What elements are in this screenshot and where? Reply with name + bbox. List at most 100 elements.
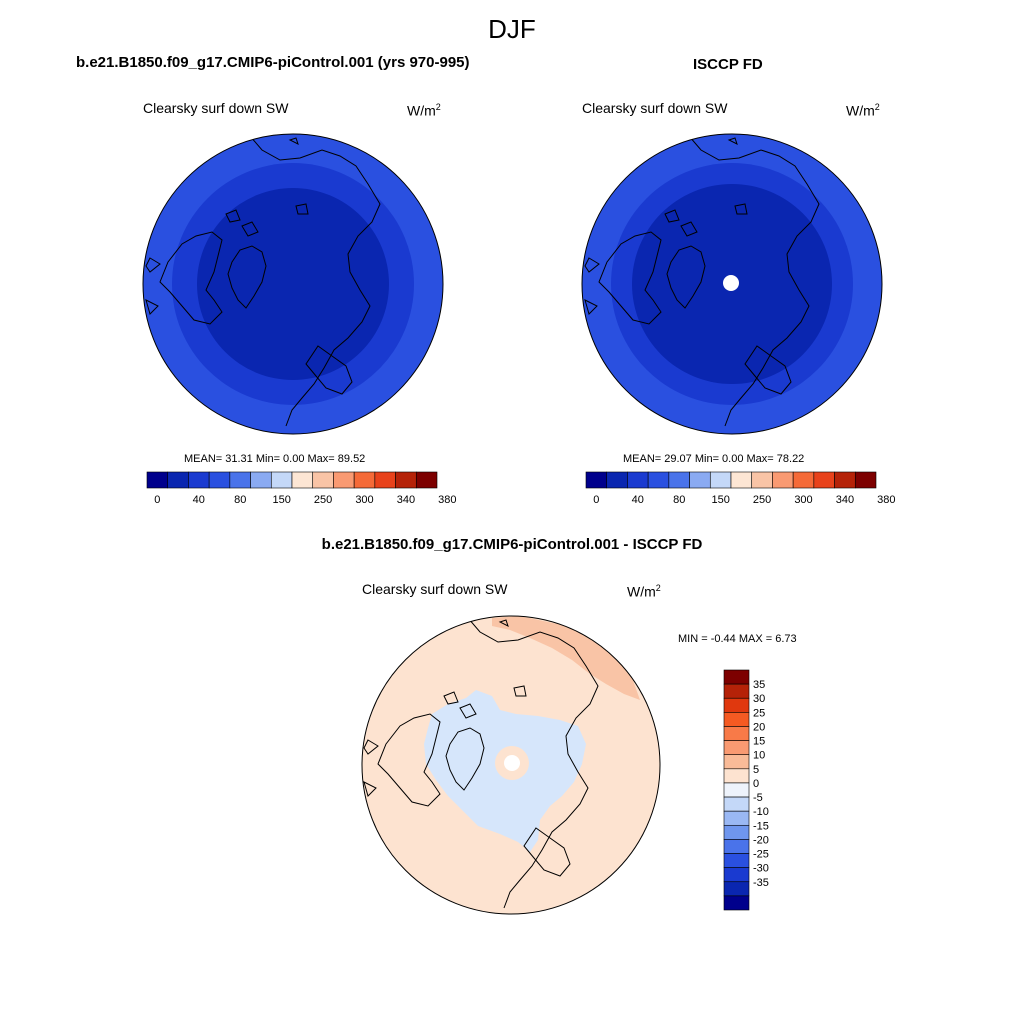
panel-3-colorbar-tick-label: -5 [753,792,763,804]
panel-3-colorbar: 35 30 25 20 15 10 5 0 -5 -10 -15 -20 -25 -30 -35 [723,669,769,911]
panel-3-colorbar-box [723,697,750,713]
panel-1-variable-label: Clearsky surf down SW [143,100,289,116]
panel-1-units: W/m2 [407,102,441,119]
panel-3-variable-label: Clearsky surf down SW [362,581,508,597]
panel-3-stats: MIN = -0.44 MAX = 6.73 [678,633,797,645]
panel-3-colorbar-box [723,881,750,897]
panel-3-colorbar-box [723,768,750,784]
panel-3-colorbar-box [723,754,750,770]
panel-2-colorbar-box [585,471,608,489]
panel-1-colorbar-box [146,471,169,489]
panel-1-coast-greenland [227,245,267,309]
panel-2-title: ISCCP FD [693,56,763,73]
panel-1-colorbar-box [291,471,314,489]
panel-1-colorbar-box [167,471,189,489]
panel-2-colorbar-box [854,471,877,489]
panel-1-colorbar-box [229,471,251,489]
panel-1-colorbar-tick-label: 40 [193,494,205,506]
panel-1-coast-canada [159,231,223,325]
panel-3-colorbar-tick-label: 15 [753,736,765,748]
panel-3-colorbar-tick-label: -20 [753,834,769,846]
panel-3-colorbar-box [723,782,750,798]
panel-2-colorbar-box [668,471,690,489]
panel-2-colorbar-box [751,471,773,489]
panel-1-coastlines [145,135,381,427]
panel-3-colorbar-tick-label: 0 [753,778,759,790]
panel-3-colorbar-box [723,839,750,854]
panel-3-coast-alaska [363,739,379,797]
panel-2-colorbar-tick-label: 300 [794,494,812,506]
panel-2-colorbar-tick-label: 340 [836,494,854,506]
panel-1-colorbar-box [208,471,231,489]
panel-2-coast-canada [598,231,662,325]
panel-1-colorbar-tick-label: 380 [438,494,456,506]
panel-3-coast-eurasia [467,617,599,909]
panel-3-colorbar-box [723,867,750,883]
panel-1-colorbar-box [333,471,355,489]
panel-2-colorbar-box [813,471,835,489]
panel-3-title: b.e21.B1850.f09_g17.CMIP6-piControl.001 … [321,536,703,553]
panel-3-colorbar-box [723,853,750,868]
panel-3-colorbar-tick-label: -35 [753,877,769,889]
panel-3-colorbar-tick-label: -30 [753,863,769,875]
panel-2-colorbar-box [772,471,794,489]
panel-2-colorbar-box [627,471,649,489]
panel-1-map [142,133,444,435]
panel-3-colorbar-tick-label: 35 [753,679,765,691]
panel-1-coast-islands [225,137,309,237]
panel-2-map [581,133,883,435]
panel-3-missing-pole [504,755,520,771]
panel-3-colorbar-box [723,895,750,911]
panel-1-colorbar-box [374,471,396,489]
panel-2-colorbar-box [834,471,856,489]
panel-2-coast-eurasia [688,135,820,427]
page-title: DJF [488,14,536,44]
panel-2-colorbar-tick-label: 250 [753,494,771,506]
panel-1-colorbar-tick-label: 80 [234,494,246,506]
panel-1-coast-eurasia [249,135,381,427]
panel-2-colorbar-box [689,471,711,489]
panel-2-colorbar: 0 40 80 150 250 300 340 380 [585,471,896,506]
panel-3-coast-scandinavia [523,827,571,877]
panel-3-coast-islands [443,619,527,719]
panel-1-colorbar-tick-label: 340 [397,494,415,506]
panel-2-colorbar-tick-label: 380 [877,494,895,506]
panel-3-coast-canada [377,713,441,807]
panel-3-colorbar-tick-label: -10 [753,806,769,818]
panel-3-colorbar-box [723,726,750,741]
panel-3-colorbar-box [723,712,750,727]
panel-3-colorbar-tick-label: -25 [753,849,769,861]
panel-3-colorbar-tick-label: 20 [753,721,765,733]
panel-3-colorbar-box [723,796,750,812]
panel-3-colorbar-tick-label: 5 [753,764,759,776]
panel-1-colorbar-tick-label: 300 [355,494,373,506]
panel-3-colorbar-tick-label: 25 [753,707,765,719]
panel-1-colorbar: 0 40 80 150 250 300 340 380 [146,471,457,506]
panel-2-coastlines [584,135,820,427]
panel-1-colorbar-box [353,471,376,489]
panel-2-map-border [581,133,883,435]
panel-3-colorbar-tick-label: -15 [753,820,769,832]
panel-3-map [361,615,661,915]
panel-1-title: b.e21.B1850.f09_g17.CMIP6-piControl.001 … [76,54,470,71]
panel-3-colorbar-box [723,810,750,826]
panel-2-variable-label: Clearsky surf down SW [582,100,728,116]
panel-2-missing-pole [723,275,739,291]
panel-3-map-border [361,615,661,915]
panel-3-colorbar-box [723,740,750,756]
panel-1-colorbar-box [415,471,438,489]
panel-3-units: W/m2 [627,583,661,600]
panel-3-colorbar-box [723,669,750,685]
panel-1-colorbar-tick-label: 250 [314,494,332,506]
panel-1-colorbar-box [188,471,210,489]
panel-1-colorbar-box [312,471,334,489]
panel-1-colorbar-tick-label: 0 [154,494,160,506]
panel-2-units: W/m2 [846,102,880,119]
panel-1-coast-scandinavia [305,345,353,395]
panel-2-colorbar-box [647,471,670,489]
panel-3-positive-region-ne [492,616,640,700]
panel-3-colorbar-box [723,824,750,840]
panel-1-colorbar-tick-label: 150 [272,494,290,506]
panel-3-coastlines [363,617,599,909]
